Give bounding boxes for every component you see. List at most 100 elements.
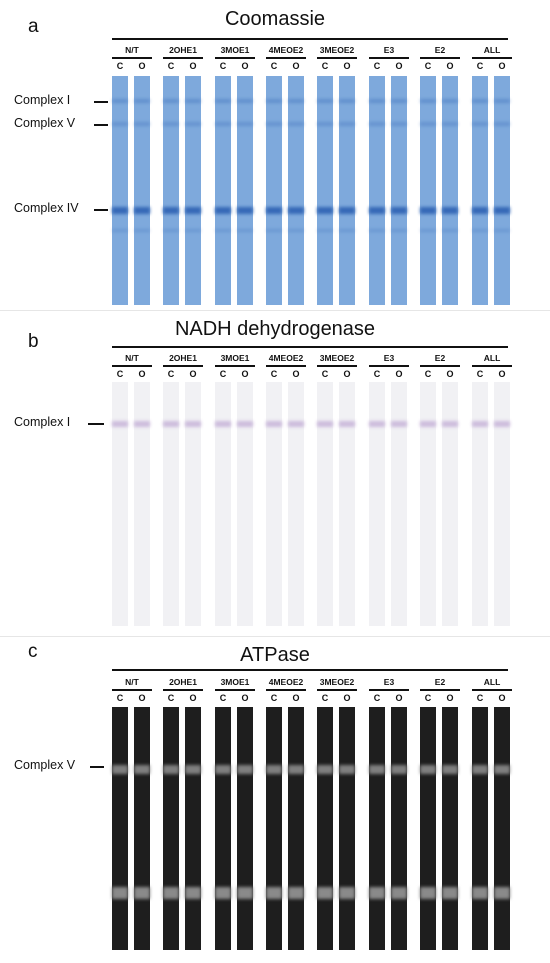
gel-lane [494, 76, 510, 305]
gel-band [266, 886, 282, 899]
lane-label: C [321, 693, 329, 703]
gel-lane [112, 707, 128, 950]
gel-lane [420, 382, 436, 626]
gel-band [288, 765, 304, 775]
gel-band [134, 206, 150, 214]
gel-band [112, 206, 128, 214]
gel-lane [163, 76, 179, 305]
gel-band [442, 206, 458, 214]
gel-lane [134, 382, 150, 626]
gel-band [472, 765, 488, 775]
gel-lane [215, 707, 231, 950]
lane-label: O [241, 369, 249, 379]
gel-lane [317, 707, 333, 950]
gel-band [494, 421, 510, 428]
marker-label: Complex I [14, 93, 71, 107]
gel-band [339, 229, 355, 233]
gel-band [163, 121, 179, 126]
lane-label: O [446, 369, 454, 379]
group-underline [163, 689, 203, 691]
lane-label: O [498, 61, 506, 71]
gel-lane [339, 382, 355, 626]
gel-band [369, 121, 385, 126]
gel-band [112, 229, 128, 233]
group-underline [369, 57, 409, 59]
gel-band [339, 765, 355, 775]
gel-lane [237, 707, 253, 950]
gel-band [391, 886, 407, 899]
gel-band [420, 886, 436, 899]
gel-band [442, 121, 458, 126]
lane-label: C [167, 693, 175, 703]
gel-band [288, 421, 304, 428]
gel-band [134, 121, 150, 126]
group-label: N/T [125, 677, 139, 687]
gel-band [112, 886, 128, 899]
gel-lane [237, 382, 253, 626]
lane-label: O [446, 61, 454, 71]
lane-label: C [424, 369, 432, 379]
lane-label: O [138, 369, 146, 379]
gel-lane [442, 382, 458, 626]
gel-band [339, 886, 355, 899]
gel-band [391, 421, 407, 428]
lane-label: O [241, 61, 249, 71]
gel-lane [420, 707, 436, 950]
gel-band [237, 765, 253, 775]
gel-lane [112, 382, 128, 626]
lane-label: C [270, 369, 278, 379]
gel-band [266, 121, 282, 126]
group-underline [472, 57, 512, 59]
lane-label: O [138, 61, 146, 71]
lane-label: C [219, 369, 227, 379]
gel-lane [339, 76, 355, 305]
gel-band [215, 421, 231, 428]
lane-label: C [476, 61, 484, 71]
gel-band [494, 98, 510, 103]
group-label: 3MEOE2 [319, 677, 355, 687]
group-label: 3MOE1 [220, 45, 250, 55]
gel-band [472, 229, 488, 233]
group-label: E2 [434, 677, 446, 687]
gel-lane [442, 76, 458, 305]
lane-label: O [189, 693, 197, 703]
marker-tick [94, 209, 108, 211]
gel-lane [185, 76, 201, 305]
gel-band [391, 98, 407, 103]
gel-band [420, 98, 436, 103]
marker-tick [90, 766, 104, 768]
gel-band [420, 765, 436, 775]
gel-lane [134, 707, 150, 950]
lane-label: C [321, 61, 329, 71]
gel-band [442, 765, 458, 775]
gel-band [237, 229, 253, 233]
group-underline [472, 689, 512, 691]
group-label: E2 [434, 353, 446, 363]
lane-label: C [373, 369, 381, 379]
marker-tick [94, 101, 108, 103]
gel-band [339, 98, 355, 103]
panel-separator [0, 636, 550, 637]
gel-lane [163, 707, 179, 950]
gel-lane [237, 76, 253, 305]
gel-lane [266, 707, 282, 950]
gel-band [472, 98, 488, 103]
gel-band [134, 98, 150, 103]
marker-tick [88, 423, 104, 425]
gel-lane [391, 76, 407, 305]
gel-band [112, 765, 128, 775]
gel-band [163, 206, 179, 214]
gel-band [215, 121, 231, 126]
gel-band [215, 886, 231, 899]
gel-band [339, 121, 355, 126]
group-underline [369, 689, 409, 691]
gel-band [185, 886, 201, 899]
lane-label: C [270, 61, 278, 71]
panel-title: Coomassie [224, 8, 326, 30]
lane-label: O [446, 693, 454, 703]
gel-lane [369, 707, 385, 950]
group-underline [266, 57, 306, 59]
gel-band [185, 765, 201, 775]
gel-lane [215, 76, 231, 305]
lane-label: O [498, 693, 506, 703]
